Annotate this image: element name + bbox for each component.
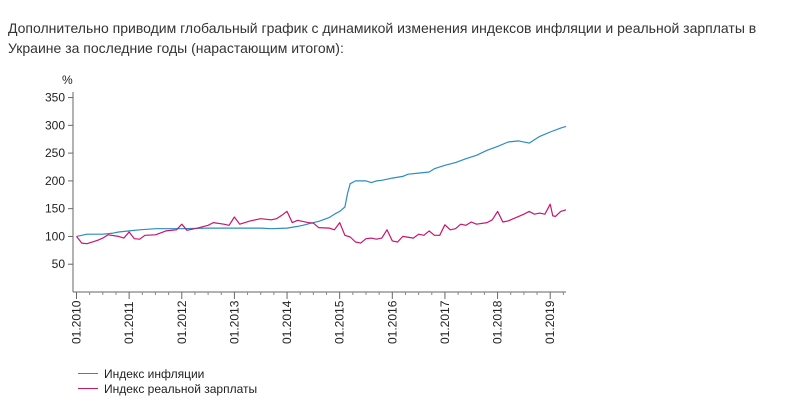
y-tick-label-200: 200 (45, 174, 65, 188)
x-tick-label-01.2012: 01.2012 (175, 300, 189, 344)
x-tick-label-01.2013: 01.2013 (227, 300, 241, 344)
legend-swatch-inflation (78, 373, 98, 374)
y-tick-label-100: 100 (45, 229, 65, 243)
x-tick-label-01.2016: 01.2016 (385, 300, 399, 344)
x-tick-label-01.2018: 01.2018 (491, 300, 505, 344)
legend-label-real-wage: Индекс реальной зарплаты (104, 381, 258, 396)
y-axis-unit-label: % (62, 73, 73, 87)
legend-item-real-wage: Индекс реальной зарплаты (78, 381, 257, 396)
y-tick-label-300: 300 (45, 118, 65, 132)
x-tick-label-01.2010: 01.2010 (70, 300, 84, 344)
legend-label-inflation: Индекс инфляции (104, 366, 205, 381)
y-tick-label-150: 150 (45, 202, 65, 216)
x-tick-label-01.2017: 01.2017 (438, 300, 452, 344)
series-line-real-wage (76, 203, 567, 245)
x-tick-label-01.2015: 01.2015 (333, 300, 347, 344)
legend-item-inflation: Индекс инфляции (78, 366, 257, 381)
x-tick-label-01.2011: 01.2011 (122, 301, 136, 344)
x-tick-label-01.2014: 01.2014 (280, 300, 294, 344)
legend-swatch-real-wage (78, 388, 98, 389)
y-tick-label-250: 250 (45, 146, 65, 160)
y-tick-label-350: 350 (45, 91, 65, 105)
x-tick-label-01.2019: 01.2019 (543, 300, 557, 344)
chart-legend: Индекс инфляции Индекс реальной зарплаты (78, 366, 257, 396)
intro-text: Дополнительно приводим глобальный график… (8, 20, 757, 56)
y-tick-label-50: 50 (52, 257, 66, 271)
